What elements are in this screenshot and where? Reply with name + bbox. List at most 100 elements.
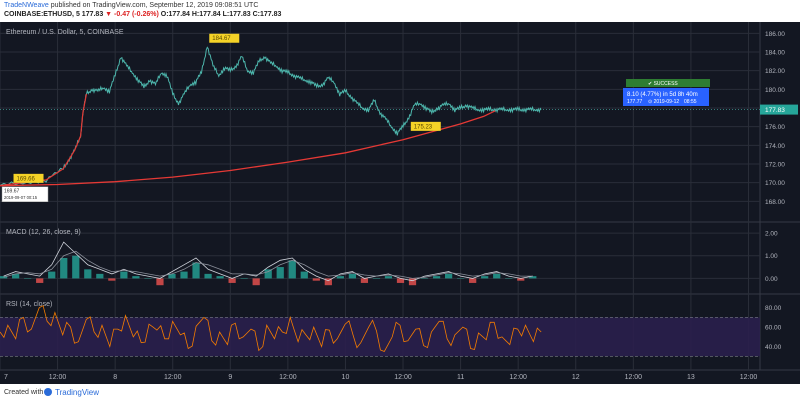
created-with-label: Created with bbox=[4, 389, 44, 396]
chart-area[interactable]: Ethereum / U.S. Dollar, 5, COINBASE MACD… bbox=[0, 22, 800, 384]
x-tick-label: 12:00 bbox=[49, 374, 67, 381]
last-price-tag-bg bbox=[760, 104, 798, 115]
price-tick-label: 176.00 bbox=[765, 124, 785, 131]
price-tick-label: 186.00 bbox=[765, 31, 785, 38]
footer: Created with TradingView bbox=[0, 384, 800, 401]
macd-histogram-bar bbox=[360, 278, 369, 283]
price-pane-title: Ethereum / U.S. Dollar, 5, COINBASE bbox=[6, 29, 124, 36]
chart-svg[interactable]: Ethereum / U.S. Dollar, 5, COINBASE MACD… bbox=[0, 22, 800, 384]
symbol-name: COINBASE:ETHUSD, 5 bbox=[4, 11, 80, 18]
x-tick-label: 12:00 bbox=[740, 374, 758, 381]
macd-histogram-bar bbox=[517, 278, 525, 281]
macd-histogram-bar bbox=[96, 273, 104, 279]
macd-histogram-bar bbox=[505, 278, 513, 279]
price-callout-bg bbox=[410, 121, 441, 131]
last-price-tag: 177.83 bbox=[765, 107, 785, 114]
price-tick-label: 182.00 bbox=[765, 68, 785, 75]
forecast-change: 8.10 (4.77%) in 5d 8h 40m bbox=[627, 92, 698, 98]
grid-layer bbox=[0, 22, 800, 371]
macd-histogram-bar bbox=[469, 278, 477, 283]
price-tick-label: 168.00 bbox=[765, 199, 785, 206]
macd-histogram-bar bbox=[156, 278, 164, 286]
rsi-tick-label: 40.00 bbox=[765, 344, 782, 351]
macd-histogram-bar bbox=[372, 278, 381, 279]
macd-histogram-bar bbox=[180, 271, 188, 279]
price-change: ▼ -0.47 (-0.26%) bbox=[105, 11, 159, 18]
start-callout-price: 169.67 bbox=[4, 189, 20, 195]
published-info: published on TradingView.com, September … bbox=[50, 2, 259, 9]
macd-histogram-bar bbox=[144, 278, 152, 279]
macd-histogram-bar bbox=[276, 267, 284, 279]
rsi-line bbox=[0, 305, 542, 352]
macd-histogram-bar bbox=[216, 276, 224, 279]
macd-histogram-bar bbox=[432, 276, 441, 279]
price-tick-label: 180.00 bbox=[765, 87, 785, 94]
macd-histogram-bar bbox=[529, 276, 537, 279]
macd-histogram-bar bbox=[168, 273, 176, 279]
x-tick-label: 8 bbox=[113, 374, 117, 381]
macd-histogram-bar bbox=[192, 262, 200, 279]
publisher-name[interactable]: TradeNWeave bbox=[4, 2, 49, 9]
macd-histogram-bar bbox=[252, 278, 260, 286]
macd-histogram-bar bbox=[324, 278, 332, 286]
price-line bbox=[0, 46, 542, 186]
price-tick-label: 184.00 bbox=[765, 50, 785, 57]
macd-histogram-bar bbox=[12, 273, 20, 279]
forecast-target-time: 08:55 bbox=[684, 99, 697, 105]
macd-histogram-bar bbox=[288, 260, 296, 279]
macd-histogram-bar bbox=[264, 269, 272, 279]
macd-histogram-bar bbox=[336, 276, 344, 279]
forecast-target-price: 177.77 bbox=[627, 99, 643, 105]
tradingview-brand[interactable]: TradingView bbox=[55, 388, 100, 397]
macd-histogram-bar bbox=[312, 278, 320, 281]
publish-line: TradeNWeave published on TradingView.com… bbox=[4, 2, 258, 10]
macd-pane-title: MACD (12, 26, close, 9) bbox=[6, 229, 81, 236]
success-badge-bg bbox=[626, 79, 710, 87]
macd-pane[interactable]: MACD (12, 26, close, 9) bbox=[0, 229, 537, 286]
macd-histogram-bar bbox=[481, 276, 489, 279]
macd-histogram-bar bbox=[60, 258, 68, 279]
macd-histogram-bar bbox=[132, 276, 140, 279]
x-tick-label: 13 bbox=[687, 374, 695, 381]
symbol-line: COINBASE:ETHUSD, 5 177.83 ▼ -0.47 (-0.26… bbox=[4, 11, 281, 19]
rsi-tick-label: 80.00 bbox=[765, 305, 782, 312]
price-pane[interactable]: Ethereum / U.S. Dollar, 5, COINBASE bbox=[0, 29, 760, 187]
macd-histogram-bar bbox=[420, 278, 429, 279]
macd-histogram-bar bbox=[384, 276, 393, 279]
start-callout-date: 2019-09-07 00:15 bbox=[4, 195, 38, 200]
x-tick-label: 12:00 bbox=[509, 374, 527, 381]
macd-tick-label: 2.00 bbox=[765, 231, 778, 238]
macd-histogram-bar bbox=[493, 273, 501, 279]
rsi-pane-title: RSI (14, close) bbox=[6, 301, 52, 308]
x-tick-label: 12:00 bbox=[164, 374, 182, 381]
macd-histogram-bar bbox=[348, 273, 356, 279]
macd-line bbox=[3, 241, 533, 282]
forecast-box bbox=[623, 88, 709, 106]
axis-layer: 7 12:00 8 12:00 9 12:00 10 12:00 11 12:00 12 12:00 1… bbox=[4, 31, 798, 381]
macd-histogram-bar bbox=[300, 271, 308, 279]
rsi-tick-label: 60.00 bbox=[765, 325, 782, 332]
publish-header: TradeNWeave published on TradingView.com… bbox=[0, 0, 800, 22]
x-tick-label: 12:00 bbox=[394, 374, 412, 381]
macd-signal-line bbox=[3, 250, 533, 279]
forecast-overlay: ✔ SUCCESS 8.10 (4.77%) in 5d 8h 40m 177.… bbox=[623, 79, 710, 106]
x-tick-label: 12 bbox=[572, 374, 580, 381]
rsi-pane[interactable]: RSI (14, close) bbox=[0, 301, 542, 352]
price-callout: 184.67 bbox=[212, 36, 231, 42]
price-tick-label: 170.00 bbox=[765, 180, 785, 187]
forecast-target-date: ⊙ 2019-09-12 bbox=[648, 99, 679, 105]
price-tick-label: 174.00 bbox=[765, 143, 785, 150]
x-tick-label: 11 bbox=[457, 374, 464, 381]
start-callout-bg bbox=[1, 186, 49, 202]
x-tick-label: 10 bbox=[342, 374, 350, 381]
price-tick-label: 172.00 bbox=[765, 162, 785, 169]
macd-tick-label: 1.00 bbox=[765, 253, 778, 260]
macd-tick-label: 0.00 bbox=[765, 276, 778, 283]
macd-histogram-bar bbox=[48, 271, 56, 279]
macd-histogram-bar bbox=[228, 278, 236, 283]
macd-histogram-bar bbox=[408, 278, 417, 286]
trend-curve bbox=[0, 110, 496, 187]
x-tick-label: 12:00 bbox=[279, 374, 297, 381]
macd-histogram-bar bbox=[396, 278, 405, 283]
